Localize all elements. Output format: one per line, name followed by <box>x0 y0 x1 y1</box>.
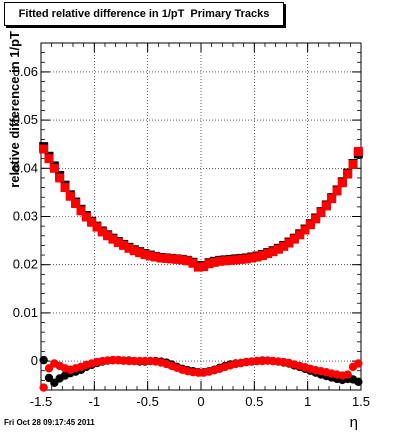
data-point <box>172 254 182 264</box>
data-point <box>252 252 262 262</box>
y-tick-label: 0.02 <box>13 257 38 272</box>
data-point <box>236 254 246 264</box>
data-marks <box>39 142 363 392</box>
data-point <box>354 377 363 387</box>
data-point <box>257 251 267 261</box>
data-point <box>151 252 161 262</box>
x-tick-label: 1.5 <box>352 394 370 409</box>
data-point <box>177 255 187 265</box>
data-point <box>39 144 49 154</box>
data-point <box>300 225 310 235</box>
data-point <box>247 253 257 263</box>
data-point <box>199 262 209 272</box>
data-point <box>92 222 102 232</box>
data-point <box>135 248 145 258</box>
data-point <box>354 359 363 368</box>
data-point <box>215 256 225 266</box>
data-point <box>87 217 97 227</box>
data-point <box>209 257 219 267</box>
data-point <box>193 262 203 272</box>
data-point <box>343 370 352 379</box>
data-point <box>97 227 107 237</box>
data-point <box>167 254 177 264</box>
data-point <box>60 183 70 193</box>
x-axis-label: η <box>350 414 358 431</box>
data-point <box>145 251 155 261</box>
data-point <box>119 240 129 250</box>
series-3 <box>39 355 363 392</box>
data-point <box>220 256 230 266</box>
data-point <box>231 255 241 265</box>
x-tick-label: -1 <box>89 394 101 409</box>
data-point <box>289 234 299 244</box>
data-point <box>343 169 353 179</box>
data-point <box>311 214 321 224</box>
data-point <box>156 253 166 263</box>
data-point <box>161 253 171 263</box>
data-point <box>225 255 235 265</box>
data-point <box>108 234 118 244</box>
data-point <box>273 244 283 254</box>
y-tick-label: 0.03 <box>13 209 38 224</box>
data-point <box>39 355 48 365</box>
data-point <box>268 247 278 257</box>
data-point <box>44 364 54 373</box>
data-point <box>49 163 59 173</box>
data-point <box>279 241 289 251</box>
x-tick-label: 0 <box>197 394 204 409</box>
y-axis-label: relative difference in 1/pT <box>7 31 22 188</box>
data-point <box>204 259 214 269</box>
data-point <box>337 178 347 188</box>
data-point <box>332 186 342 196</box>
x-tick-label: -1.5 <box>30 394 52 409</box>
chart-title: Fitted relative difference in 1/pT Prima… <box>4 2 284 26</box>
data-point <box>76 206 86 216</box>
data-point <box>188 258 198 268</box>
series-1 <box>39 144 363 272</box>
data-point <box>65 191 75 201</box>
data-point <box>321 201 331 211</box>
data-point <box>129 246 139 256</box>
timestamp-footer: Fri Oct 28 09:17:45 2011 <box>4 418 95 427</box>
data-point <box>284 238 294 248</box>
y-tick-label: 0.06 <box>13 64 38 79</box>
data-point <box>140 250 150 260</box>
data-point <box>316 208 326 218</box>
x-tick-label: 0.5 <box>245 394 263 409</box>
y-tick-label: 0.05 <box>13 112 38 127</box>
data-point <box>263 249 273 259</box>
data-point <box>103 231 113 241</box>
data-point <box>241 254 251 264</box>
data-point <box>55 173 65 183</box>
data-point <box>305 220 315 230</box>
data-point <box>295 230 305 240</box>
data-point <box>71 198 81 208</box>
data-point <box>81 212 91 222</box>
data-point <box>44 154 54 164</box>
data-point <box>113 238 123 248</box>
data-point <box>39 383 48 392</box>
data-point <box>348 159 358 169</box>
y-tick-label: 0 <box>31 353 38 368</box>
data-point <box>44 373 54 383</box>
data-point <box>183 256 193 266</box>
data-point <box>124 243 134 253</box>
y-tick-label: 0.01 <box>13 305 38 320</box>
y-tick-label: 0.04 <box>13 160 38 175</box>
tick-labels: -1.5 -1 -0.5 0 0.5 1 1.5 0 0.01 0.02 0.03 0.04 0.05 0… <box>13 64 370 409</box>
x-tick-label: 1 <box>304 394 311 409</box>
data-point <box>353 146 363 156</box>
data-point <box>327 194 337 204</box>
x-tick-label: -0.5 <box>136 394 158 409</box>
